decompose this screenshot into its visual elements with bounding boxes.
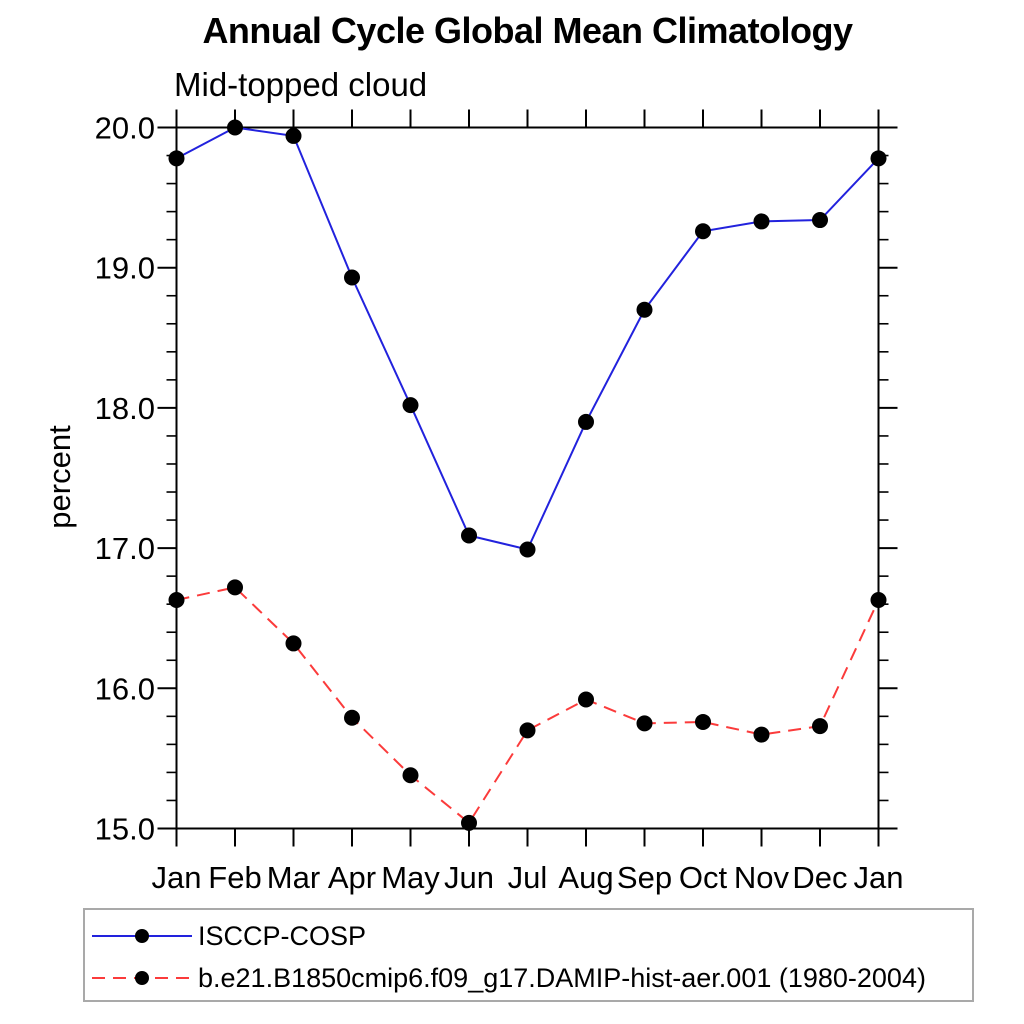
series-0-marker [812, 212, 828, 229]
legend-label: ISCCP-COSP [198, 920, 367, 951]
legend: ISCCP-COSP b.e21.B1850cmip6.f09_g17.DAMI… [83, 908, 974, 1002]
series-0-marker [636, 301, 653, 318]
series-0-marker [285, 127, 302, 144]
series-1-marker [402, 767, 419, 784]
series-1-marker [870, 591, 887, 608]
y-tick-label: 17.0 [95, 531, 155, 566]
x-tick-label: Aug [558, 860, 613, 895]
series-0-marker [519, 541, 536, 558]
chart-subtitle: Mid-topped cloud [174, 66, 428, 103]
series-0-marker [168, 150, 185, 167]
series-1-marker [285, 635, 302, 652]
x-tick-label: Jan [854, 860, 904, 895]
series-0-marker [227, 119, 243, 136]
series-1-marker [636, 715, 653, 732]
series-1-marker [344, 709, 360, 726]
series-1-marker [578, 691, 594, 708]
series-0-marker [578, 413, 594, 430]
series-0-marker [402, 397, 419, 414]
y-tick-label: 19.0 [95, 251, 155, 286]
series-0-marker [753, 213, 770, 230]
series-0-marker [695, 223, 711, 240]
series-1-marker [519, 722, 536, 739]
chart-title: Annual Cycle Global Mean Climatology [202, 10, 853, 51]
series-1-marker [461, 814, 477, 831]
y-tick-label: 20.0 [95, 111, 155, 146]
legend-item-model-run: b.e21.B1850cmip6.f09_g17.DAMIP-hist-aer.… [85, 957, 972, 999]
series-0-marker [870, 150, 887, 167]
legend-item-isccp-cosp: ISCCP-COSP [85, 915, 972, 957]
legend-label: b.e21.B1850cmip6.f09_g17.DAMIP-hist-aer.… [198, 962, 926, 993]
series-1-marker [168, 591, 185, 608]
series-1-marker [695, 713, 711, 730]
series-0-marker [461, 527, 477, 544]
x-tick-label: Jun [444, 860, 494, 895]
series-line-1 [176, 586, 880, 825]
x-tick-label: Feb [208, 860, 261, 895]
x-tick-label: Jan [152, 860, 202, 895]
series-1-marker [753, 726, 770, 743]
x-tick-label: Sep [617, 860, 672, 895]
series-1-marker [227, 579, 243, 596]
x-tick-label: Nov [734, 860, 790, 895]
x-tick-label: Oct [679, 860, 728, 895]
series-0-marker [344, 269, 360, 286]
y-tick-label: 15.0 [95, 812, 155, 847]
x-tick-label: Mar [267, 860, 320, 895]
y-tick-label: 16.0 [95, 671, 155, 706]
series-line-0 [176, 126, 880, 551]
x-tick-label: Dec [792, 860, 847, 895]
legend-line-sample-solid-blue [92, 929, 192, 943]
series-1-marker [812, 718, 828, 735]
legend-line-sample-dashed-red [92, 971, 192, 985]
y-tick-label: 18.0 [95, 391, 155, 426]
x-tick-label: May [381, 860, 440, 895]
x-tick-label: Jul [508, 860, 548, 895]
x-tick-label: Apr [328, 860, 376, 895]
